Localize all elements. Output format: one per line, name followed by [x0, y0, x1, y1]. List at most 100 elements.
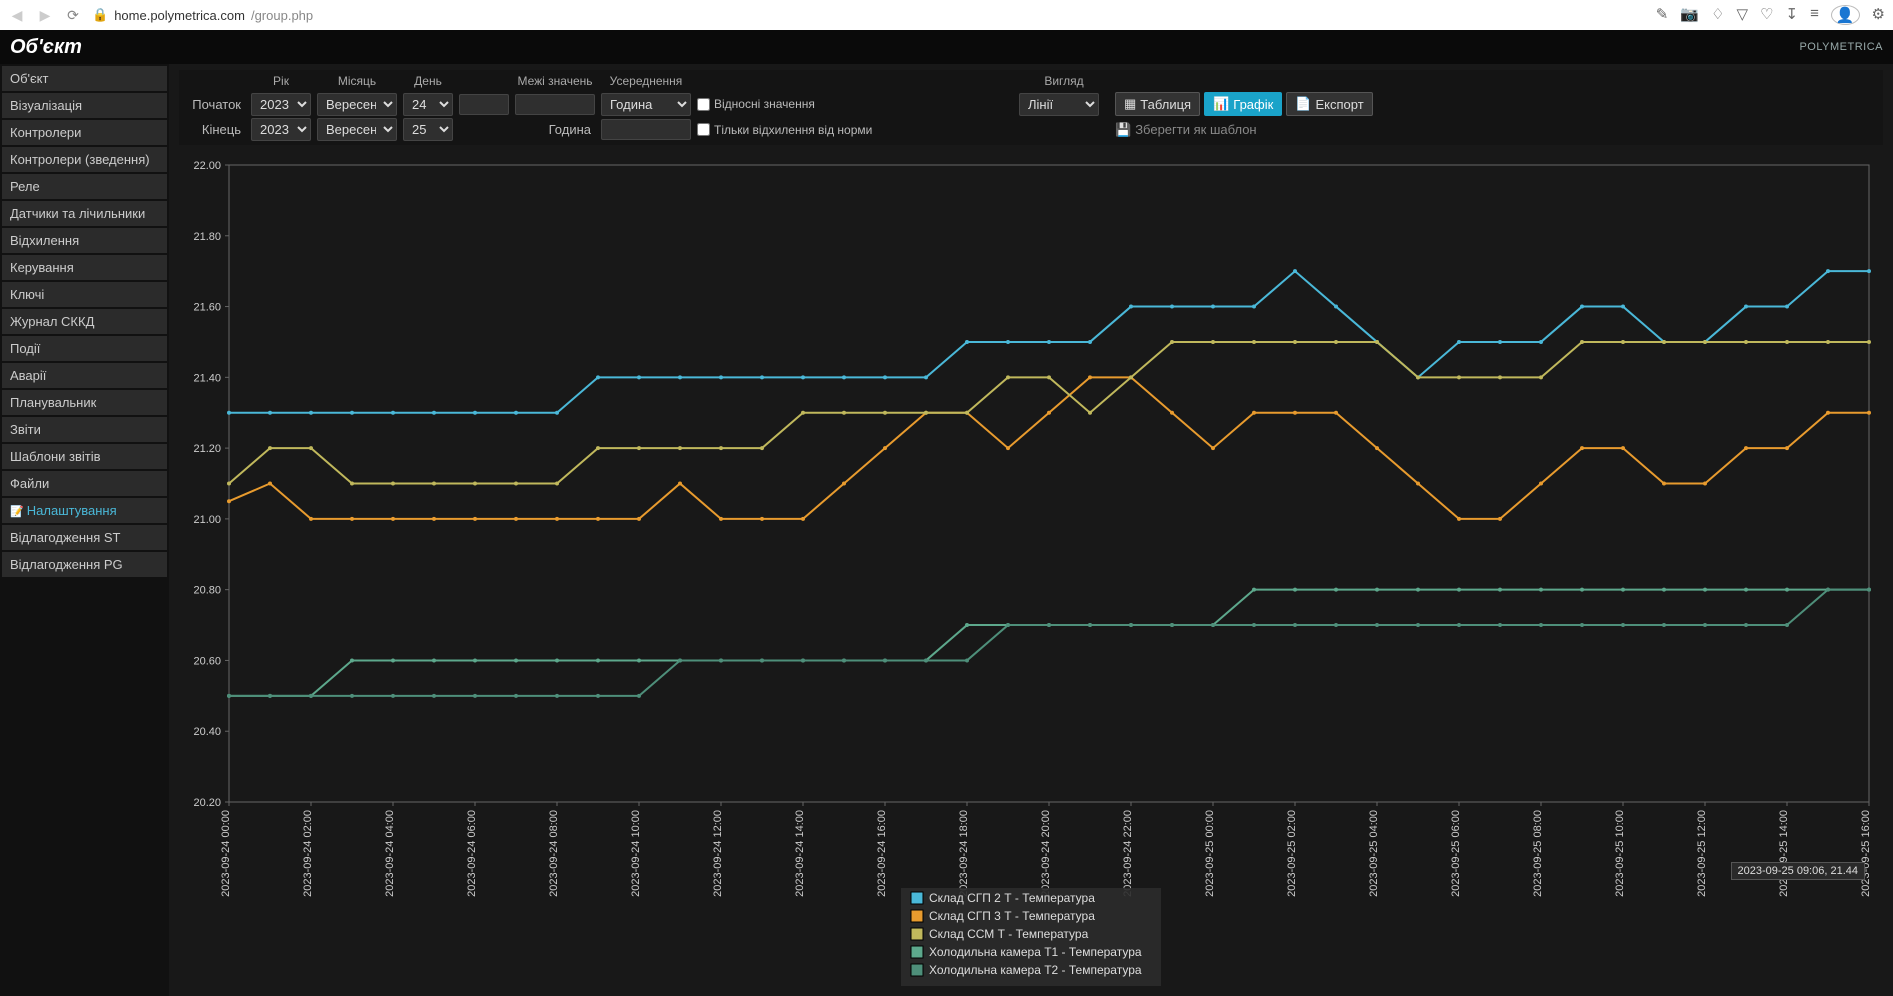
series-point[interactable] [555, 411, 559, 415]
series-point[interactable] [1539, 623, 1543, 627]
series-point[interactable] [1826, 340, 1830, 344]
legend-label[interactable]: Холодильна камера Т2 - Температура [929, 963, 1142, 977]
series-point[interactable] [678, 375, 682, 379]
legend-swatch[interactable] [911, 928, 923, 940]
sidebar-item-9[interactable]: Журнал СККД [2, 309, 167, 334]
series-point[interactable] [678, 658, 682, 662]
series-point[interactable] [227, 482, 231, 486]
series-point[interactable] [1785, 588, 1789, 592]
series-point[interactable] [1334, 340, 1338, 344]
series-point[interactable] [1457, 588, 1461, 592]
series-point[interactable] [924, 658, 928, 662]
series-point[interactable] [1211, 623, 1215, 627]
series-point[interactable] [1621, 623, 1625, 627]
series-point[interactable] [432, 411, 436, 415]
series-point[interactable] [1580, 446, 1584, 450]
end-month[interactable]: Вересень [317, 118, 397, 141]
series-point[interactable] [1129, 375, 1133, 379]
legend-swatch[interactable] [911, 910, 923, 922]
end-unit-value[interactable] [601, 119, 691, 140]
series-point[interactable] [924, 411, 928, 415]
series-point[interactable] [1375, 446, 1379, 450]
series-point[interactable] [309, 694, 313, 698]
sidebar-item-15[interactable]: Файли [2, 471, 167, 496]
legend-label[interactable]: Холодильна камера Т1 - Температура [929, 945, 1142, 959]
series-point[interactable] [1580, 305, 1584, 309]
sidebar-item-8[interactable]: Ключі [2, 282, 167, 307]
series-point[interactable] [1416, 588, 1420, 592]
end-year[interactable]: 2023 [251, 118, 311, 141]
sidebar-item-10[interactable]: Події [2, 336, 167, 361]
view-select[interactable]: Лінії [1019, 93, 1099, 116]
series-point[interactable] [1744, 623, 1748, 627]
series-point[interactable] [965, 658, 969, 662]
series-point[interactable] [391, 482, 395, 486]
series-point[interactable] [1621, 305, 1625, 309]
series-point[interactable] [1785, 623, 1789, 627]
series-point[interactable] [1211, 305, 1215, 309]
series-point[interactable] [1498, 375, 1502, 379]
start-month[interactable]: Вересень [317, 93, 397, 116]
series-point[interactable] [596, 658, 600, 662]
series-point[interactable] [1293, 340, 1297, 344]
download-icon[interactable]: ↧ [1786, 5, 1799, 25]
sidebar-item-5[interactable]: Датчики та лічильники [2, 201, 167, 226]
series-point[interactable] [760, 375, 764, 379]
series-point[interactable] [801, 375, 805, 379]
series-point[interactable] [678, 446, 682, 450]
start-day[interactable]: 24 [403, 93, 453, 116]
series-point[interactable] [1785, 446, 1789, 450]
sidebar-item-14[interactable]: Шаблони звітів [2, 444, 167, 469]
series-point[interactable] [1252, 411, 1256, 415]
series-point[interactable] [1826, 269, 1830, 273]
series-point[interactable] [1047, 623, 1051, 627]
series-point[interactable] [1744, 588, 1748, 592]
sidebar-item-11[interactable]: Аварії [2, 363, 167, 388]
series-point[interactable] [391, 694, 395, 698]
series-point[interactable] [1006, 446, 1010, 450]
series-point[interactable] [1662, 623, 1666, 627]
series-point[interactable] [719, 446, 723, 450]
sidebar-item-16[interactable]: Налаштування [2, 498, 167, 523]
series-point[interactable] [965, 411, 969, 415]
series-point[interactable] [1375, 588, 1379, 592]
sidebar-item-18[interactable]: Відлагодження PG [2, 552, 167, 577]
series-point[interactable] [1047, 375, 1051, 379]
range-max[interactable] [515, 94, 595, 115]
series-point[interactable] [391, 517, 395, 521]
series-point[interactable] [473, 658, 477, 662]
series-point[interactable] [555, 694, 559, 698]
series-point[interactable] [1621, 446, 1625, 450]
series-point[interactable] [842, 411, 846, 415]
menu-icon[interactable]: ≡ [1810, 5, 1819, 25]
series-point[interactable] [883, 375, 887, 379]
series-point[interactable] [1457, 623, 1461, 627]
series-point[interactable] [227, 694, 231, 698]
series-point[interactable] [842, 482, 846, 486]
series-point[interactable] [1457, 375, 1461, 379]
series-point[interactable] [1539, 588, 1543, 592]
profile-icon[interactable]: 👤 [1831, 5, 1860, 25]
sidebar-item-4[interactable]: Реле [2, 174, 167, 199]
series-point[interactable] [1703, 588, 1707, 592]
series-point[interactable] [1867, 340, 1871, 344]
series-point[interactable] [801, 658, 805, 662]
series-point[interactable] [350, 482, 354, 486]
avg-unit[interactable]: Година [601, 93, 691, 116]
series-point[interactable] [1867, 588, 1871, 592]
series-point[interactable] [268, 411, 272, 415]
series-point[interactable] [883, 411, 887, 415]
series-point[interactable] [637, 375, 641, 379]
series-point[interactable] [555, 482, 559, 486]
sidebar-item-7[interactable]: Керування [2, 255, 167, 280]
sidebar-item-0[interactable]: Об'єкт [2, 66, 167, 91]
series-point[interactable] [1129, 305, 1133, 309]
series-point[interactable] [473, 411, 477, 415]
series-point[interactable] [514, 482, 518, 486]
series-point[interactable] [1867, 269, 1871, 273]
series-point[interactable] [637, 517, 641, 521]
series-point[interactable] [1539, 482, 1543, 486]
series-point[interactable] [1703, 623, 1707, 627]
extensions-icon[interactable]: ⚙ [1872, 5, 1885, 25]
series-point[interactable] [801, 517, 805, 521]
